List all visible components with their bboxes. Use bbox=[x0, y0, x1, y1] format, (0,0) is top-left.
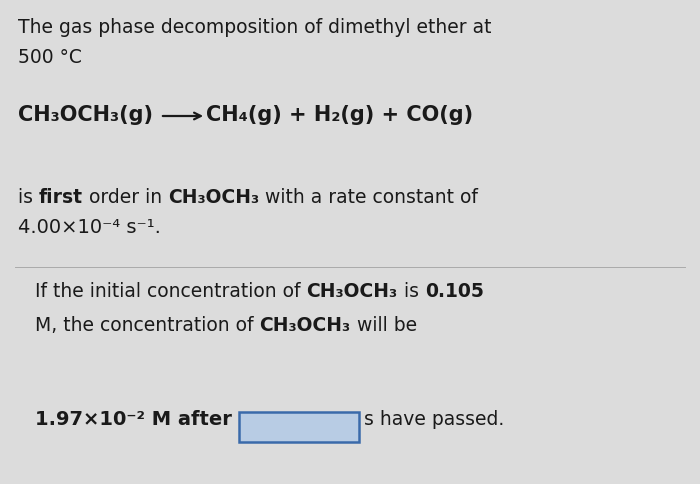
Text: 500 °C: 500 °C bbox=[18, 48, 82, 67]
Text: 1.97×10⁻² M after: 1.97×10⁻² M after bbox=[35, 410, 239, 429]
Text: If the initial concentration of: If the initial concentration of bbox=[35, 282, 307, 301]
Text: CH₄(g) + H₂(g) + CO(g): CH₄(g) + H₂(g) + CO(g) bbox=[206, 105, 473, 125]
Text: first: first bbox=[39, 188, 83, 207]
Text: order in: order in bbox=[83, 188, 168, 207]
Text: will be: will be bbox=[351, 316, 416, 335]
Text: 4.00×10⁻⁴ s⁻¹.: 4.00×10⁻⁴ s⁻¹. bbox=[18, 218, 161, 237]
Text: is: is bbox=[398, 282, 425, 301]
Text: M, the concentration of: M, the concentration of bbox=[35, 316, 260, 335]
Text: is: is bbox=[18, 188, 39, 207]
Text: with a rate constant of: with a rate constant of bbox=[259, 188, 478, 207]
Text: 0.105: 0.105 bbox=[425, 282, 484, 301]
Text: CH₃OCH₃(g): CH₃OCH₃(g) bbox=[18, 105, 153, 125]
Text: s have passed.: s have passed. bbox=[363, 410, 504, 429]
Text: CH₃OCH₃: CH₃OCH₃ bbox=[307, 282, 398, 301]
Text: The gas phase decomposition of dimethyl ether at: The gas phase decomposition of dimethyl … bbox=[18, 18, 491, 37]
Text: CH₃OCH₃: CH₃OCH₃ bbox=[260, 316, 351, 335]
FancyBboxPatch shape bbox=[239, 412, 358, 442]
Text: CH₃OCH₃: CH₃OCH₃ bbox=[168, 188, 259, 207]
